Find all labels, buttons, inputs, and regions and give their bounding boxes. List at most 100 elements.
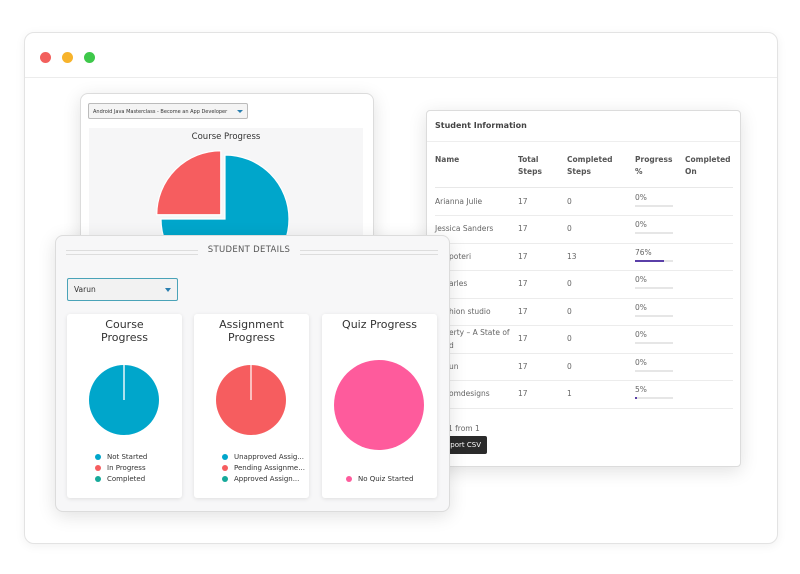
card-title: Course Progress bbox=[101, 318, 148, 344]
cell-progress: 0% bbox=[635, 357, 647, 367]
legend-dot bbox=[95, 475, 101, 482]
cell-completed: 0 bbox=[567, 224, 572, 233]
heading-rule bbox=[66, 250, 198, 255]
cell-total: 17 bbox=[518, 334, 528, 343]
cell-total: 17 bbox=[518, 389, 528, 398]
progress-track bbox=[635, 287, 673, 289]
dropdown-text: Android Java Masterclass - Become an App… bbox=[93, 109, 228, 115]
cell-completed: 0 bbox=[567, 196, 572, 206]
pie-chart bbox=[89, 365, 159, 435]
legend-label: Approved Assign... bbox=[234, 475, 300, 483]
card-title: Quiz Progress bbox=[342, 318, 417, 331]
legend-item: Not Started bbox=[95, 452, 147, 463]
progress-track bbox=[635, 232, 673, 234]
divider bbox=[435, 187, 733, 188]
legend-item: In Progress bbox=[95, 463, 146, 474]
progress-track bbox=[635, 369, 673, 372]
cell-progress: 0% bbox=[635, 220, 647, 229]
cell-total: 17 bbox=[518, 306, 528, 316]
cell-name: hion studio bbox=[449, 306, 491, 316]
cell-total: 17 bbox=[518, 224, 528, 233]
legend-item: Unapproved Assig... bbox=[222, 452, 304, 463]
progress-card: Assignment Progress Unapproved Assig... Pe… bbox=[194, 314, 309, 498]
cell-name: d bbox=[449, 341, 454, 350]
legend-label: In Progress bbox=[107, 464, 146, 472]
legend-dot bbox=[95, 453, 101, 460]
cell-completed: 1 bbox=[567, 389, 572, 398]
cell-progress: 76% bbox=[635, 247, 652, 257]
cell-name: poteri bbox=[449, 251, 472, 261]
cell-completed: 0 bbox=[567, 361, 572, 371]
row-divider bbox=[435, 325, 733, 326]
course-dropdown[interactable]: Android Java Masterclass - Become an App… bbox=[88, 103, 248, 119]
heading-rule bbox=[300, 250, 438, 255]
cell-progress: 0% bbox=[635, 192, 647, 202]
progress-track bbox=[635, 397, 673, 399]
close-dot[interactable] bbox=[40, 52, 51, 63]
student-details-panel: STUDENT DETAILS Varun Course Progress Not… bbox=[55, 235, 450, 512]
row-divider bbox=[435, 297, 733, 299]
maximize-dot[interactable] bbox=[84, 52, 95, 63]
student-dropdown[interactable]: Varun bbox=[67, 278, 178, 301]
cell-name: Arianna Julie bbox=[435, 196, 483, 206]
legend-label: Not Started bbox=[107, 453, 148, 461]
cell-total: 17 bbox=[518, 279, 528, 288]
legend-dot bbox=[222, 453, 228, 460]
column-header: Total Steps bbox=[518, 155, 542, 176]
divider bbox=[427, 141, 740, 142]
cell-progress: 0% bbox=[635, 275, 647, 284]
cell-completed: 13 bbox=[567, 251, 577, 261]
cell-name: un bbox=[449, 361, 459, 371]
pie-slice bbox=[334, 360, 424, 450]
column-header: Completed Steps bbox=[567, 155, 613, 176]
pie-slice bbox=[156, 150, 222, 216]
panel-title: STUDENT DETAILS bbox=[207, 245, 291, 255]
legend-item: Approved Assign... bbox=[222, 474, 299, 485]
title-bar-divider bbox=[25, 77, 777, 78]
legend-label: Pending Assignme... bbox=[234, 464, 305, 472]
progress-bar bbox=[635, 397, 637, 399]
cell-name: arles bbox=[449, 279, 468, 288]
legend-item: Pending Assignme... bbox=[222, 463, 305, 474]
legend-dot bbox=[95, 464, 101, 471]
cell-name: Jessica Sanders bbox=[435, 224, 494, 233]
cell-name: erty – A State of bbox=[449, 328, 510, 337]
cell-completed: 0 bbox=[567, 334, 572, 343]
cell-progress: 0% bbox=[635, 302, 647, 312]
legend-dot bbox=[222, 464, 228, 471]
cell-progress: 5% bbox=[635, 385, 647, 394]
row-divider bbox=[435, 352, 733, 354]
row-divider bbox=[435, 215, 733, 216]
column-header: Completed On bbox=[685, 155, 731, 176]
pagination: e 1 from 1 bbox=[441, 424, 480, 433]
row-divider bbox=[435, 242, 733, 244]
row-divider bbox=[435, 380, 733, 381]
cell-completed: 0 bbox=[567, 279, 572, 288]
progress-bar bbox=[635, 259, 664, 262]
legend-label: Completed bbox=[107, 475, 146, 483]
legend-dot bbox=[346, 475, 352, 482]
progress-track bbox=[635, 342, 673, 344]
row-divider bbox=[435, 270, 733, 271]
progress-track bbox=[635, 314, 673, 317]
legend-label: Unapproved Assig... bbox=[234, 453, 305, 461]
progress-card: Course Progress Not Started In Progress Com… bbox=[67, 314, 182, 498]
dropdown-text: Varun bbox=[74, 285, 96, 294]
minimize-dot[interactable] bbox=[62, 52, 73, 63]
cell-total: 17 bbox=[518, 196, 528, 206]
cell-total: 17 bbox=[518, 251, 528, 261]
pie-chart bbox=[216, 365, 286, 435]
cell-total: 17 bbox=[518, 361, 528, 371]
panel-title: Student Information bbox=[435, 121, 527, 130]
legend-label: No Quiz Started bbox=[358, 475, 414, 483]
chart-title: Course Progress bbox=[191, 132, 261, 142]
progress-track bbox=[635, 204, 673, 207]
column-header: Name bbox=[435, 155, 460, 164]
cell-progress: 0% bbox=[635, 330, 647, 339]
pie-chart bbox=[334, 360, 424, 450]
progress-card: Quiz Progress No Quiz Started bbox=[322, 314, 437, 498]
row-divider bbox=[435, 407, 733, 409]
cell-completed: 0 bbox=[567, 306, 572, 316]
column-header: Progress % bbox=[635, 155, 673, 176]
card-title: Assignment Progress bbox=[219, 318, 284, 344]
